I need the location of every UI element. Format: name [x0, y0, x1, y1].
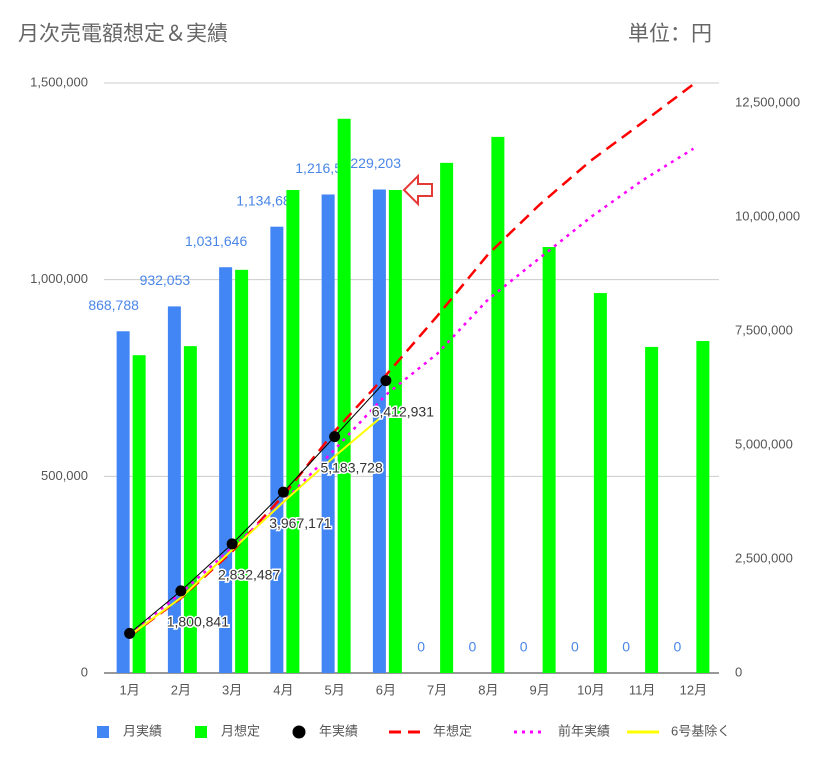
line	[129, 380, 387, 634]
line	[129, 412, 387, 637]
x-tick-label: 10月	[577, 682, 604, 697]
bar	[270, 226, 284, 673]
bar	[440, 162, 454, 673]
bar	[132, 355, 146, 673]
x-tick-label: 6月	[376, 682, 396, 697]
bar	[235, 269, 249, 673]
x-tick-label: 12月	[680, 682, 707, 697]
y2-tick-label: 0	[735, 664, 742, 679]
y-tick-label: 500,000	[41, 468, 88, 483]
bar	[372, 189, 386, 673]
legend-swatch	[195, 726, 207, 738]
point	[226, 538, 238, 550]
arrow-annotation	[402, 173, 433, 207]
legend-label: 年想定	[433, 723, 472, 738]
data-label: 1,031,646	[185, 233, 247, 249]
legend-label: 月想定	[221, 723, 260, 738]
bar	[219, 267, 233, 673]
bar	[337, 118, 351, 673]
bar	[116, 331, 130, 673]
x-tick-label: 11月	[629, 682, 656, 697]
data-label: 0	[520, 639, 528, 655]
bar	[388, 189, 402, 673]
bar	[542, 247, 556, 673]
y2-tick-label: 5,000,000	[735, 436, 793, 451]
legend-label: 年実績	[319, 723, 358, 738]
point	[124, 627, 136, 639]
bar	[321, 194, 335, 673]
legend-swatch	[292, 725, 306, 739]
point	[329, 431, 341, 443]
legend-label: 6号基除く	[671, 723, 730, 738]
data-label: 0	[673, 639, 681, 655]
data-label: 0	[571, 639, 579, 655]
data-label: 1,229,203	[339, 155, 401, 171]
data-label: 2,832,487	[218, 567, 280, 583]
x-tick-label: 1月	[120, 682, 140, 697]
y2-tick-label: 7,500,000	[735, 322, 793, 337]
x-tick-label: 8月	[478, 682, 498, 697]
x-tick-label: 7月	[427, 682, 447, 697]
y-tick-label: 1,500,000	[30, 74, 88, 89]
data-label: 1,134,684	[236, 192, 298, 208]
data-label: 0	[468, 639, 476, 655]
point	[277, 486, 289, 498]
data-label: 932,053	[140, 272, 191, 288]
data-label: 868,788	[88, 297, 139, 313]
y2-tick-label: 10,000,000	[735, 208, 800, 223]
line	[128, 147, 695, 636]
line	[128, 83, 695, 638]
bar	[593, 293, 607, 673]
unit-label: 単位：円	[628, 23, 712, 46]
data-label: 0	[622, 639, 630, 655]
data-label: 5,183,728	[320, 459, 382, 475]
data-label: 0	[417, 639, 425, 655]
y-tick-label: 0	[81, 664, 88, 679]
data-label: 6,412,931	[372, 403, 434, 419]
y2-tick-label: 2,500,000	[735, 550, 793, 565]
x-tick-label: 4月	[273, 682, 293, 697]
legend-label: 前年実績	[558, 723, 610, 738]
point	[380, 375, 392, 387]
bar	[696, 341, 710, 673]
y-tick-label: 1,000,000	[30, 271, 88, 286]
bar	[645, 346, 659, 673]
data-label: 3,967,171	[269, 515, 331, 531]
bar	[167, 306, 181, 673]
x-tick-label: 2月	[171, 682, 191, 697]
legend-swatch	[97, 726, 109, 738]
data-label: 1,216,5	[295, 160, 342, 176]
legend-label: 月実績	[123, 723, 162, 738]
x-tick-label: 5月	[325, 682, 345, 697]
bar	[491, 136, 505, 674]
point	[175, 585, 187, 597]
data-label: 1,800,841	[167, 614, 229, 630]
chart-title: 月次売電額想定＆実績	[18, 23, 228, 46]
bar	[286, 189, 300, 673]
x-tick-label: 9月	[530, 682, 550, 697]
y2-tick-label: 12,500,000	[735, 94, 800, 109]
x-tick-label: 3月	[222, 682, 242, 697]
